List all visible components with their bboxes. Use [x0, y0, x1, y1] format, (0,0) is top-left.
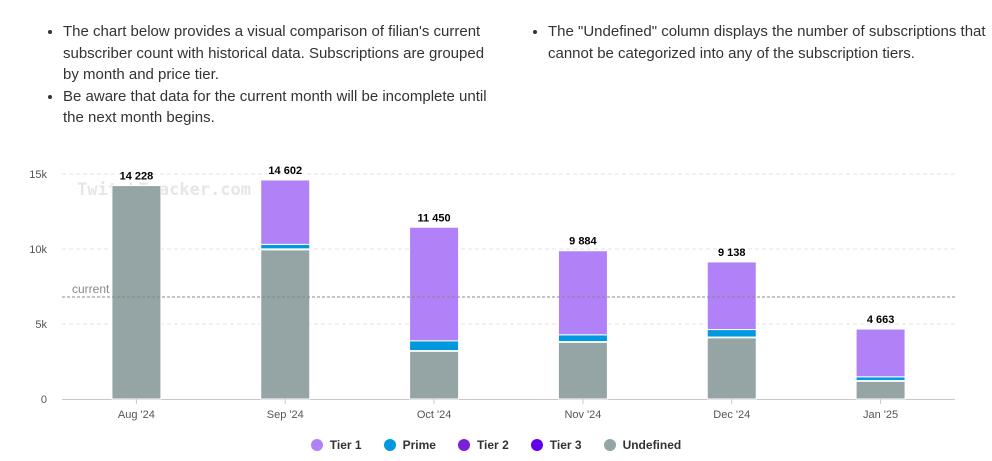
x-tick-label: Sep '24	[267, 409, 304, 421]
x-tick-label: Nov '24	[564, 409, 601, 421]
legend-item-prime[interactable]: Prime	[383, 438, 436, 452]
reference-line-label: current	[72, 282, 110, 296]
legend-label: Tier 2	[476, 438, 509, 452]
note-item: The chart below provides a visual compar…	[63, 21, 493, 86]
bar-total-label: 9 884	[569, 236, 597, 248]
bar-segment-prime	[409, 340, 460, 352]
note-item: Be aware that data for the current month…	[63, 86, 493, 129]
bar-segment-prime	[855, 376, 906, 382]
legend-item-tier-2[interactable]: Tier 2	[457, 438, 509, 452]
bar-segment-undefined	[706, 337, 757, 400]
bar-segment-undefined	[409, 350, 460, 400]
y-tick-label: 0	[41, 394, 47, 406]
legend-label: Prime	[402, 438, 436, 452]
legend-dot-icon	[310, 439, 323, 451]
legend-dot-icon	[530, 439, 543, 451]
legend-label: Undefined	[622, 438, 682, 452]
legend-label: Tier 1	[329, 438, 362, 452]
bar-total-label: 11 450	[418, 212, 451, 224]
x-tick-label: Aug '24	[118, 409, 155, 421]
bar-segment-undefined	[111, 185, 162, 400]
y-tick-label: 10k	[29, 244, 47, 256]
y-tick-label: 15k	[29, 169, 47, 181]
legend-item-tier-3[interactable]: Tier 3	[530, 438, 582, 452]
legend-item-tier-1[interactable]: Tier 1	[310, 438, 362, 452]
notes-section: The chart below provides a visual compar…	[0, 0, 992, 140]
legend-item-undefined[interactable]: Undefined	[603, 438, 682, 452]
bar-total-label: 14 602	[268, 165, 302, 177]
legend-dot-icon	[457, 439, 470, 451]
legend-dot-icon	[383, 439, 396, 451]
bar-segment-prime	[260, 243, 311, 250]
notes-right-list: The "Undefined" column displays the numb…	[530, 21, 988, 64]
bar-segment-undefined	[557, 341, 608, 400]
y-tick-label: 5k	[35, 319, 47, 331]
legend-dot-icon	[603, 439, 616, 451]
bar-segment-undefined	[855, 380, 906, 400]
notes-left-list: The chart below provides a visual compar…	[45, 21, 493, 129]
x-tick-label: Oct '24	[417, 409, 452, 421]
bar-total-label: 14 228	[120, 171, 154, 183]
bar-segment-undefined	[260, 249, 311, 400]
x-tick-label: Dec '24	[713, 409, 750, 421]
bar-segment-tier-1	[706, 261, 757, 331]
watermark-text: TwitchTracker.com	[77, 180, 251, 200]
bar-segment-tier-1	[557, 250, 608, 336]
bar-segment-tier-1	[855, 328, 906, 378]
bar-total-label: 4 663	[867, 314, 895, 326]
note-item: The "Undefined" column displays the numb…	[548, 21, 988, 64]
bar-segment-tier-1	[409, 226, 460, 342]
bar-segment-tier-1	[260, 179, 311, 245]
legend-label: Tier 3	[549, 438, 582, 452]
bar-segment-prime	[706, 329, 757, 338]
x-tick-label: Jan '25	[863, 409, 898, 421]
bar-segment-prime	[557, 334, 608, 343]
bar-total-label: 9 138	[718, 247, 746, 259]
chart-legend: Tier 1 Prime Tier 2 Tier 3 Undefined	[0, 432, 992, 458]
